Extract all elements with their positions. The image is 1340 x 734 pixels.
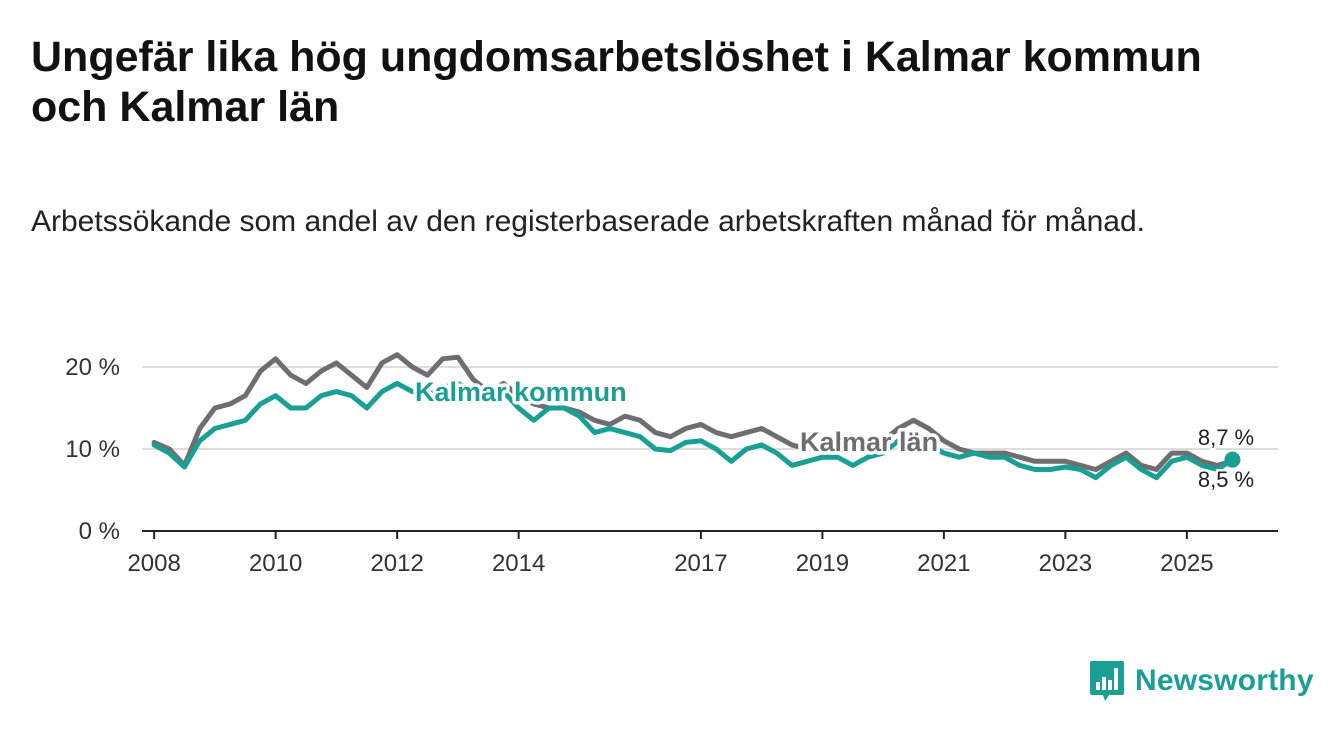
series-line-kalmar-kommun [151, 380, 1235, 481]
x-tick-label: 2017 [674, 550, 727, 577]
chart-title: Ungefär lika hög ungdomsarbetslöshet i K… [31, 33, 1202, 131]
series-label-kalmar-län: Kalmar län [800, 427, 938, 457]
x-tick-label: 2023 [1039, 550, 1092, 577]
series-label-kalmar-kommun: Kalmar kommun [415, 377, 627, 407]
y-tick-label: 10 % [65, 436, 120, 463]
series-lines [151, 352, 1241, 481]
y-tick-label: 0 % [79, 518, 120, 545]
chart-subtitle: Arbetssökande som andel av den registerb… [31, 205, 1145, 238]
x-tick-label: 2012 [370, 550, 423, 577]
x-tick-label: 2021 [917, 550, 970, 577]
axis-ticks: 0 % 10 % 20 % 2008 2010 2012 2014 2017 2019 2021 2… [65, 354, 1213, 577]
series-labels: Kalmar län Kalmar kommun 8,5 % 8,7 % [412, 374, 1257, 495]
end-value-label-kalmar-kommun: 8,7 % [1198, 425, 1254, 450]
end-point-kalmar-kommun [1224, 451, 1241, 468]
x-tick-label: 2010 [249, 550, 302, 577]
end-value-label-kalmar-län: 8,5 % [1198, 467, 1254, 492]
line-chart: 0 % 10 % 20 % 2008 2010 2012 2014 2017 2019 2021 2… [65, 352, 1278, 577]
series-line-kalmar-län [151, 352, 1235, 472]
x-tick-label: 2025 [1160, 550, 1213, 577]
y-tick-label: 20 % [65, 354, 120, 381]
x-tick-label: 2014 [492, 550, 545, 577]
newsworthy-logo-icon [1090, 661, 1124, 701]
newsworthy-brand: Newsworthy [1089, 660, 1314, 702]
x-tick-label: 2008 [127, 550, 180, 577]
x-tick-label: 2019 [796, 550, 849, 577]
brand-name: Newsworthy [1135, 664, 1314, 697]
